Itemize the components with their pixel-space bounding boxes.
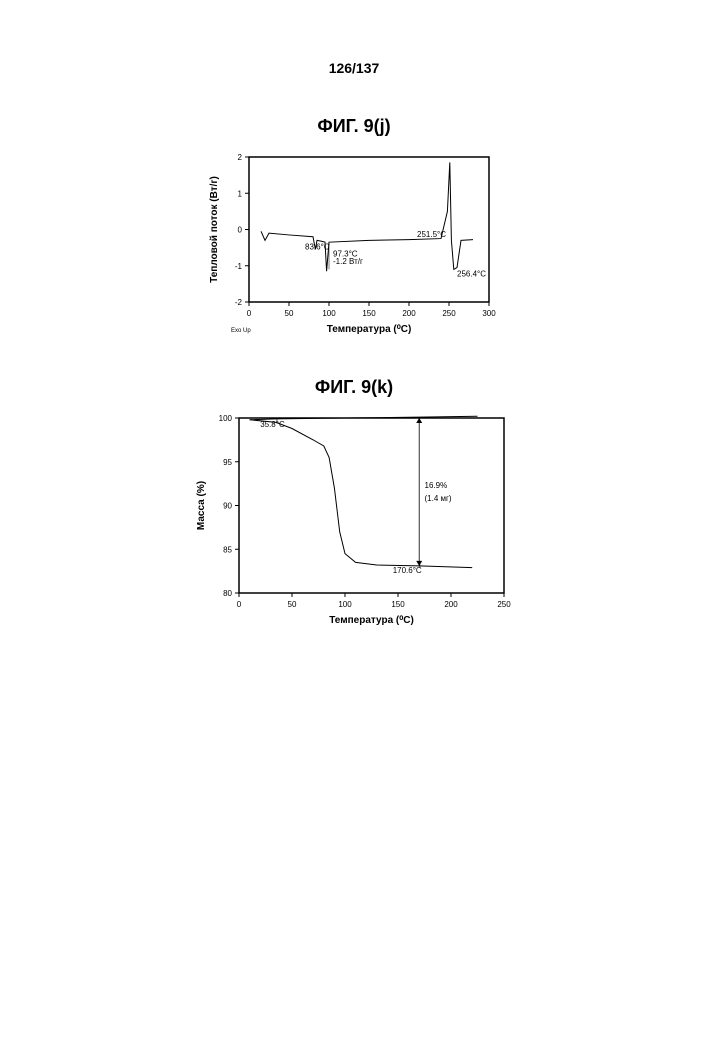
svg-text:170.6°C: 170.6°C xyxy=(393,566,422,575)
svg-text:200: 200 xyxy=(444,600,458,609)
svg-text:35.8°C: 35.8°C xyxy=(260,420,285,429)
figure-k-chart: 0 50 100 150 200 250 80 85 90 95 100 Температура (⁰… xyxy=(0,408,708,628)
svg-text:-1.2 Вт/г: -1.2 Вт/г xyxy=(333,257,363,266)
figure-k-title: ФИГ. 9(k) xyxy=(0,377,708,398)
svg-text:Температура (⁰C): Температура (⁰C) xyxy=(327,324,412,335)
svg-text:2: 2 xyxy=(238,153,243,162)
svg-text:Масса (%): Масса (%) xyxy=(196,481,207,530)
svg-text:100: 100 xyxy=(322,309,336,318)
svg-text:83.6°C: 83.6°C xyxy=(305,242,330,251)
svg-text:80: 80 xyxy=(223,589,232,598)
svg-text:100: 100 xyxy=(338,600,352,609)
svg-text:100: 100 xyxy=(219,414,233,423)
svg-text:95: 95 xyxy=(223,458,232,467)
svg-text:90: 90 xyxy=(223,502,232,511)
svg-text:150: 150 xyxy=(391,600,405,609)
svg-text:-1: -1 xyxy=(235,262,243,271)
svg-text:85: 85 xyxy=(223,545,232,554)
svg-text:16.9%: 16.9% xyxy=(425,481,448,490)
svg-text:200: 200 xyxy=(402,309,416,318)
svg-text:Температура (⁰C): Температура (⁰C) xyxy=(329,615,414,626)
svg-text:251.5°C: 251.5°C xyxy=(417,230,446,239)
svg-text:256.4°C: 256.4°C xyxy=(457,270,486,279)
svg-text:0: 0 xyxy=(238,226,243,235)
svg-text:250: 250 xyxy=(497,600,511,609)
svg-text:Тепловой поток (Вт/г): Тепловой поток (Вт/г) xyxy=(209,176,220,283)
svg-text:50: 50 xyxy=(285,309,294,318)
page-number: 126/137 xyxy=(0,60,708,76)
svg-text:0: 0 xyxy=(237,600,242,609)
figure-j-title: ФИГ. 9(j) xyxy=(0,116,708,137)
svg-text:Exo Up: Exo Up xyxy=(231,328,251,334)
figure-j-chart: 0 50 100 150 200 250 300 -2 -1 0 1 2 Температура (⁰C… xyxy=(0,147,708,337)
svg-text:300: 300 xyxy=(482,309,496,318)
svg-text:(1.4 мг): (1.4 мг) xyxy=(425,494,452,503)
svg-text:-2: -2 xyxy=(235,298,243,307)
svg-text:1: 1 xyxy=(238,189,243,198)
svg-text:0: 0 xyxy=(247,309,252,318)
svg-text:50: 50 xyxy=(288,600,297,609)
svg-text:250: 250 xyxy=(442,309,456,318)
svg-text:150: 150 xyxy=(362,309,376,318)
